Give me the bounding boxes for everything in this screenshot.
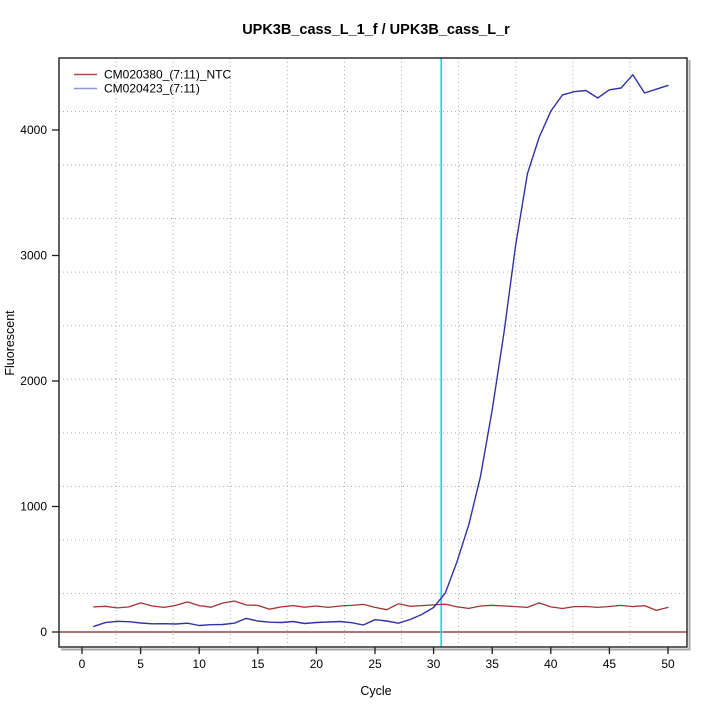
x-tick-label: 45 [603, 657, 617, 671]
x-tick-label: 25 [368, 657, 382, 671]
x-tick-label: 10 [193, 657, 207, 671]
x-tick-label: 40 [544, 657, 558, 671]
x-tick-label: 50 [661, 657, 675, 671]
y-tick-label: 3000 [20, 249, 47, 263]
grid-lines [59, 58, 687, 647]
x-tick-label: 5 [137, 657, 144, 671]
legend-label-ntc: CM020380_(7:11)_NTC [104, 68, 232, 82]
legend-label-sample: CM020423_(7:11) [104, 82, 200, 96]
sample-series-line [92, 74, 669, 628]
y-axis: 0 1000 2000 3000 4000 [20, 123, 59, 639]
x-tick-label: 0 [79, 657, 86, 671]
chart-title: UPK3B_cass_L_1_f / UPK3B_cass_L_r [242, 22, 510, 38]
y-tick-label: 1000 [20, 500, 47, 514]
x-tick-label: 20 [310, 657, 324, 671]
x-axis: 0 5 10 15 20 25 30 35 40 45 50 [79, 647, 675, 671]
plot-border [58, 57, 688, 648]
y-tick-label: 2000 [20, 374, 47, 388]
y-axis-label: Fluorescent [3, 310, 17, 376]
x-tick-label: 30 [427, 657, 441, 671]
ntc-series-line [93, 600, 669, 612]
x-tick-label: 15 [251, 657, 265, 671]
x-tick-label: 35 [486, 657, 500, 671]
x-axis-label: Cycle [360, 684, 391, 698]
y-tick-label: 4000 [20, 123, 47, 137]
legend: CM020380_(7:11)_NTC CM020423_(7:11) [74, 68, 232, 96]
y-tick-label: 0 [40, 625, 47, 639]
